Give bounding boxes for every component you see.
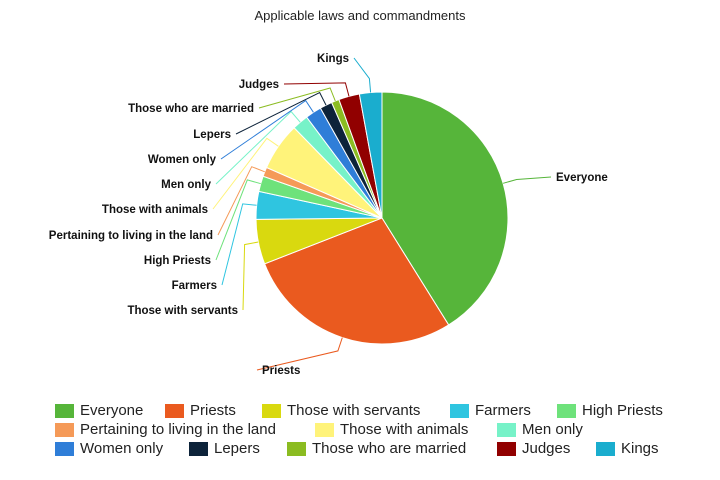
pie-slice-priests[interactable] [263,217,450,345]
pie-labels: Everyone Priests Those with servants Farmer… [49,53,608,377]
legend-label: Judges [522,440,571,457]
legend-label: Pertaining to living in the land [80,421,276,438]
legend-item-men-only[interactable]: Men only [497,421,583,438]
legend-label: Those who are married [312,440,467,457]
leader-line-pertaining-to-living-in-the-land [217,166,265,236]
legend-label: Women only [80,440,164,457]
legend-item-priests[interactable]: Priests [165,402,236,419]
pie-slice-kings[interactable] [358,91,383,219]
legend-label: Farmers [475,402,531,419]
slice-label-kings: Kings [317,53,349,65]
pie-slices [255,91,509,345]
slice-label-high-priests: High Priests [144,255,211,267]
leader-line-priests [256,337,343,371]
pie-leader-lines [212,57,552,371]
pie-chart: Everyone Priests Those with servants Farmer… [49,53,608,377]
slice-label-farmers: Farmers [172,280,217,292]
legend-swatch [596,441,615,456]
legend-label: Those with animals [340,421,469,438]
leader-line-lepers [235,91,327,135]
legend-label: Lepers [214,440,260,457]
legend-swatch [450,403,469,418]
slice-label-those-who-are-married: Those who are married [128,103,254,115]
pie-slice-everyone[interactable] [381,91,509,326]
legend-swatch [262,403,281,418]
leader-line-kings [353,57,372,93]
leader-line-judges [283,82,350,97]
leader-line-those-who-are-married [258,87,336,109]
slice-label-priests: Priests [262,365,300,377]
legend-swatch [189,441,208,456]
legend-swatch [315,422,334,437]
slice-label-men-only: Men only [161,179,211,191]
legend-swatch [165,403,184,418]
legend-item-lepers[interactable]: Lepers [189,440,260,457]
slice-label-lepers: Lepers [193,129,231,141]
legend-label: Kings [621,440,659,457]
legend-swatch [557,403,576,418]
legend-item-pertaining-to-living-in-the-land[interactable]: Pertaining to living in the land [55,421,276,438]
slice-label-everyone: Everyone [556,172,608,184]
legend-label: Men only [522,421,583,438]
slice-label-those-with-servants: Those with servants [127,305,238,317]
leader-line-farmers [221,203,257,286]
legend-swatch [55,441,74,456]
legend-swatch [497,441,516,456]
legend-label: Priests [190,402,236,419]
leader-line-women-only [220,99,314,160]
slice-label-women-only: Women only [148,154,217,166]
leader-line-those-with-animals [212,137,279,210]
slice-label-those-with-animals: Those with animals [102,204,208,216]
legend-item-kings[interactable]: Kings [596,440,659,457]
legend-item-farmers[interactable]: Farmers [450,402,531,419]
leader-line-high-priests [215,179,261,261]
leader-line-everyone [502,176,552,184]
legend-swatch [55,403,74,418]
legend-label: Everyone [80,402,144,419]
legend-item-high-priests[interactable]: High Priests [557,402,663,419]
legend-swatch [55,422,74,437]
chart-title: Applicable laws and commandments [254,8,466,23]
legend-swatch [497,422,516,437]
legend-item-those-who-are-married[interactable]: Those who are married [287,440,466,457]
legend-label: Those with servants [287,402,421,419]
leader-line-those-with-servants [242,241,259,311]
legend-item-judges[interactable]: Judges [497,440,570,457]
slice-label-pertaining-to-living-in-the-land: Pertaining to living in the land [49,230,213,242]
leader-line-men-only [215,110,301,185]
legend-item-everyone[interactable]: Everyone [55,402,143,419]
legend-item-those-with-servants[interactable]: Those with servants [262,402,420,419]
legend-label: High Priests [582,402,663,419]
slice-label-judges: Judges [239,79,279,91]
legend-swatch [287,441,306,456]
legend-item-those-with-animals[interactable]: Those with animals [315,421,468,438]
legend-item-women-only[interactable]: Women only [55,440,163,457]
